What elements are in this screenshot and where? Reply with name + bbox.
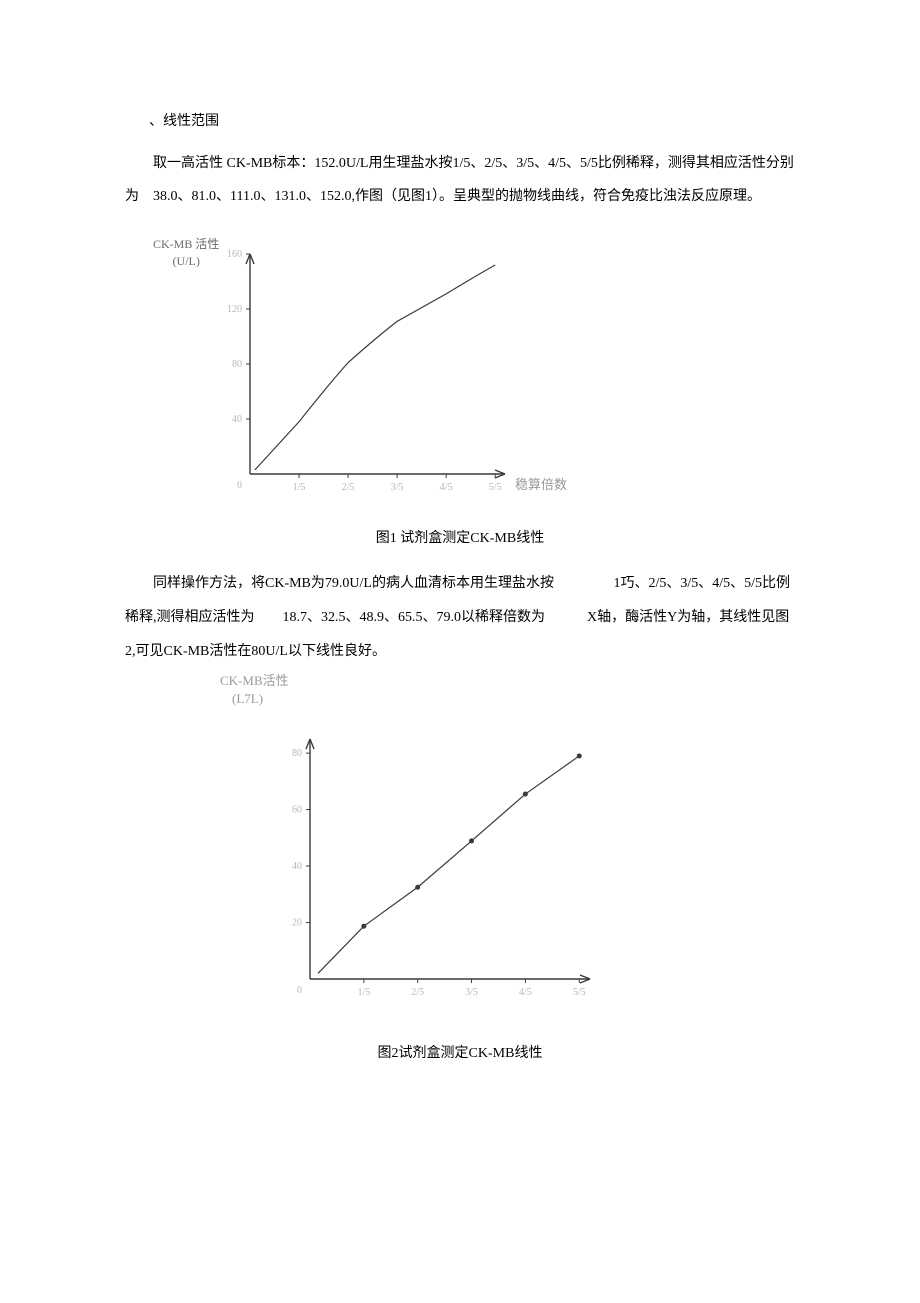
fig2-ylabel-block: CK-MB活性 (L7L): [125, 672, 795, 708]
figure-2-container: 20 40 60 80 1/5 2/5 3/5 4/5 5/5 0: [125, 719, 795, 1029]
svg-text:120: 120: [227, 304, 242, 315]
fig2-ylabel-line2: (L7L): [220, 691, 263, 706]
svg-text:0: 0: [297, 985, 302, 996]
svg-text:20: 20: [292, 917, 302, 928]
svg-text:5/5: 5/5: [573, 987, 586, 998]
svg-text:3/5: 3/5: [465, 987, 478, 998]
svg-text:0: 0: [237, 480, 242, 491]
fig1-xlabel: 稳算倍数: [515, 469, 567, 500]
svg-text:40: 40: [292, 861, 302, 872]
heading-text: 、线性范围: [149, 114, 219, 129]
figure-1-chart: 40 80 120 160 1/5 2/5 3/5 4/5 5/5 0: [195, 234, 535, 514]
svg-text:80: 80: [232, 359, 242, 370]
figure-1-container: CK-MB 活性 (U/L) 40801201601/52/53/54/55/5…: [125, 224, 795, 514]
figure-1-caption: 图1 试剂盒测定CK-MB线性: [125, 522, 795, 556]
paragraph-1: 取一高活性 CK-MB标本：152.0U/L用生理盐水按1/5、2/5、3/5、…: [125, 147, 795, 214]
para2-text: 同样操作方法，将CK-MB为79.0U/L的病人血清标本用生理盐水按 1巧、2/…: [125, 576, 790, 658]
figure-2-caption: 图2试剂盒测定CK-MB线性: [125, 1037, 795, 1071]
section-heading: 、线性范围: [125, 105, 795, 139]
svg-text:1/5: 1/5: [357, 987, 370, 998]
svg-text:2/5: 2/5: [411, 987, 424, 998]
para1-text: 取一高活性 CK-MB标本：152.0U/L用生理盐水按1/5、2/5、3/5、…: [125, 156, 794, 205]
svg-text:5/5: 5/5: [489, 482, 502, 493]
svg-text:2/5: 2/5: [342, 482, 355, 493]
svg-text:60: 60: [292, 804, 302, 815]
svg-text:160: 160: [227, 249, 242, 260]
fig2-ylabel-line1: CK-MB活性: [220, 673, 289, 688]
svg-text:3/5: 3/5: [391, 482, 404, 493]
paragraph-2: 同样操作方法，将CK-MB为79.0U/L的病人血清标本用生理盐水按 1巧、2/…: [125, 567, 795, 668]
svg-text:40: 40: [232, 414, 242, 425]
figure-2-chart: 20 40 60 80 1/5 2/5 3/5 4/5 5/5 0: [260, 719, 620, 1019]
svg-text:1/5: 1/5: [293, 482, 306, 493]
svg-text:4/5: 4/5: [519, 987, 532, 998]
svg-text:80: 80: [292, 748, 302, 759]
svg-text:4/5: 4/5: [440, 482, 453, 493]
